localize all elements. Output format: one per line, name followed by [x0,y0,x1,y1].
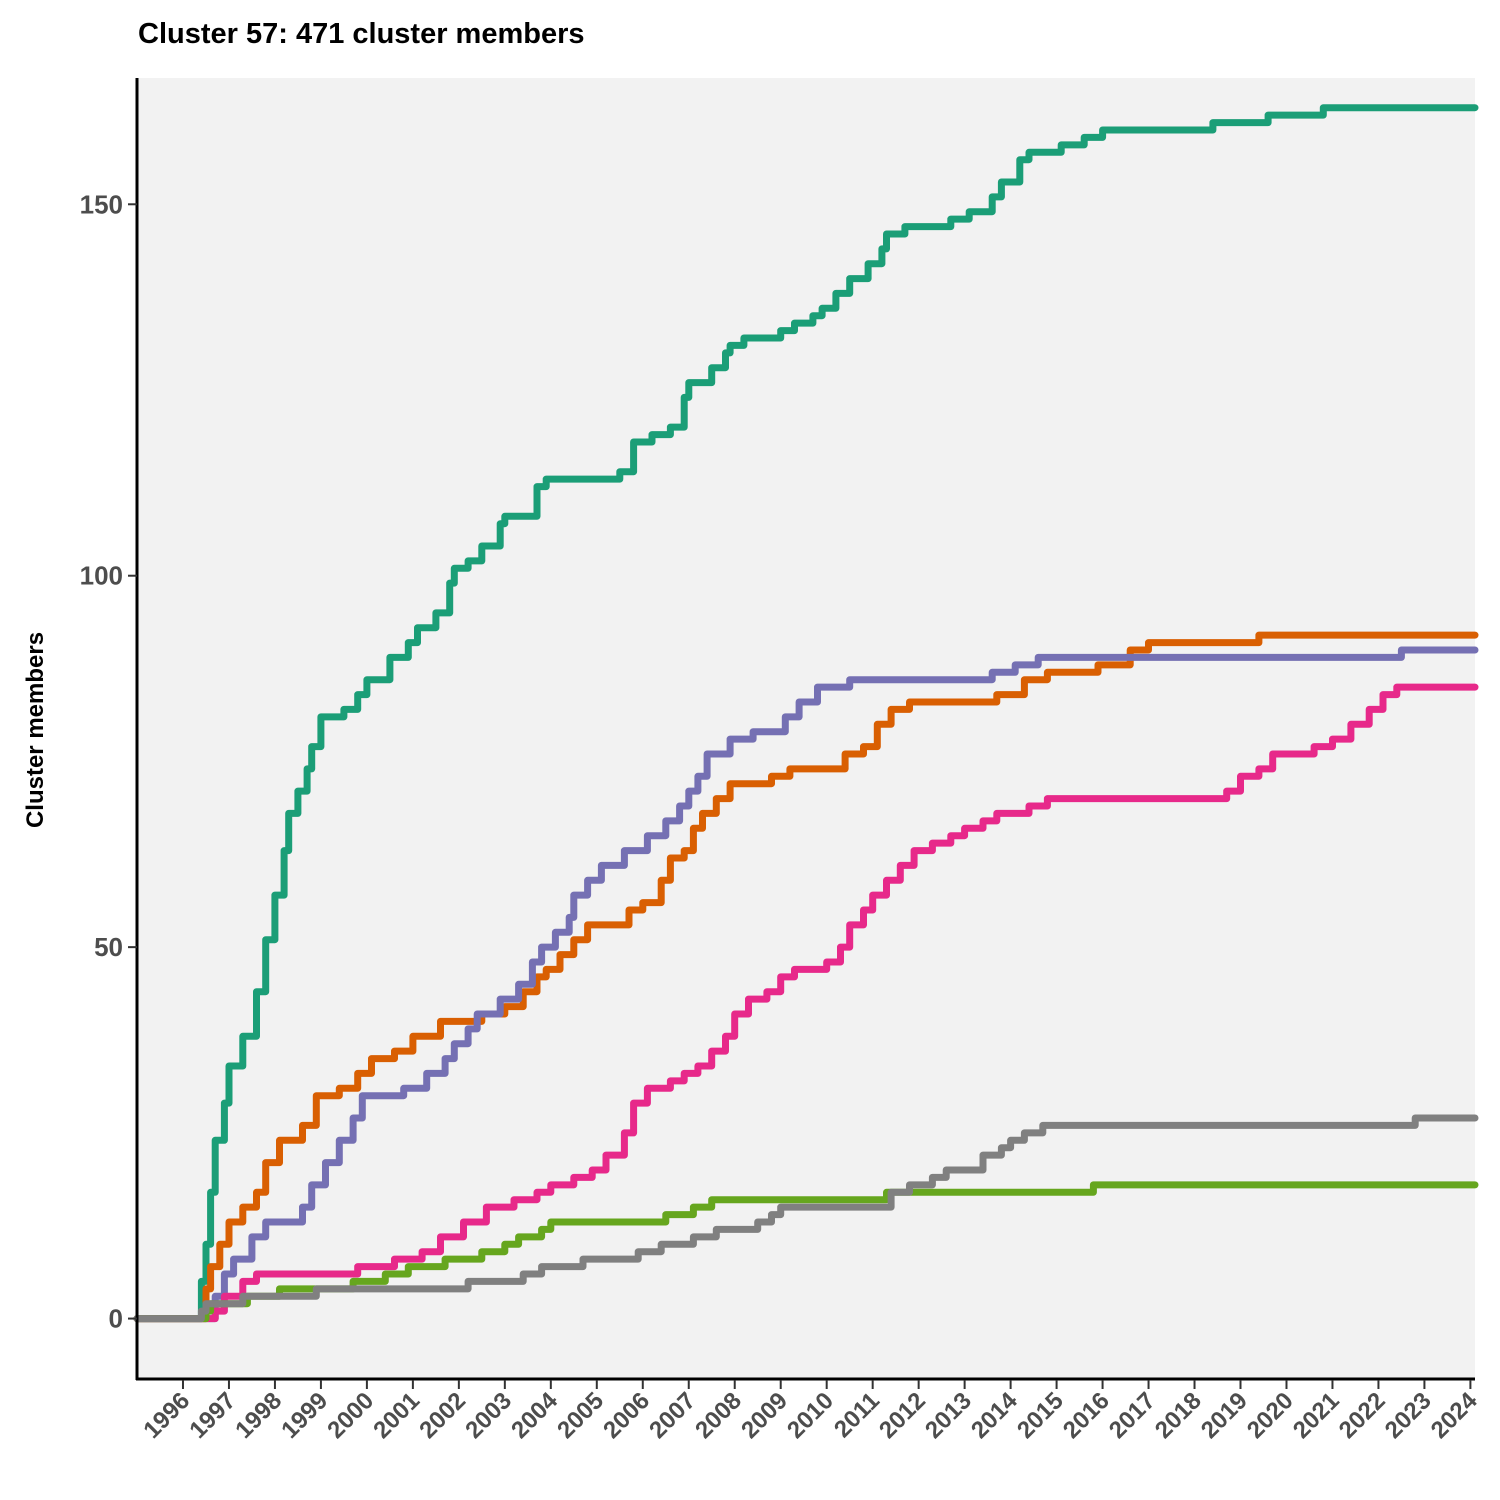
x-tick-label: 2017 [1104,1387,1161,1444]
chart-title: Cluster 57: 471 cluster members [138,18,585,50]
x-tick-label: 2023 [1380,1387,1437,1444]
x-tick-label: 2002 [414,1387,471,1444]
x-tick-label: 2018 [1150,1387,1207,1444]
x-ticks: 1996199719981999200020012002200320042005… [138,1380,1483,1444]
x-tick-label: 2016 [1058,1387,1115,1444]
x-tick-label: 2019 [1196,1387,1253,1444]
series-line-4 [133,683,1479,1323]
x-tick-label: 1998 [230,1387,287,1444]
x-tick-label: 2020 [1242,1387,1299,1444]
series-line-2 [133,631,1479,1323]
x-tick-label: 2004 [506,1387,563,1444]
x-tick-label: 1997 [184,1387,241,1444]
plot-background [137,78,1475,1378]
y-ticks: 0 50 100 150 [80,189,137,1334]
series-line-6 [133,1114,1479,1323]
y-tick-label: 150 [80,189,123,219]
y-tick-label: 100 [80,561,123,591]
x-tick-label: 2006 [598,1387,655,1444]
x-tick-label: 2010 [782,1387,839,1444]
series-line-3 [133,646,1479,1323]
x-tick-label: 2015 [1012,1387,1069,1444]
x-tick-label: 2003 [460,1387,517,1444]
x-tick-label: 2000 [322,1387,379,1444]
x-tick-label: 1999 [276,1387,333,1444]
x-tick-label: 1996 [138,1387,195,1444]
x-tick-label: 2021 [1288,1387,1345,1444]
x-tick-label: 2024 [1426,1387,1483,1444]
y-tick-label: 50 [94,932,123,962]
x-tick-label: 2013 [920,1387,977,1444]
x-tick-label: 2011 [829,1387,885,1443]
series-line-1 [133,104,1479,1323]
x-tick-label: 2009 [736,1387,793,1444]
x-tick-label: 2001 [368,1387,425,1444]
series-layer [133,104,1479,1323]
x-tick-label: 2007 [644,1387,701,1444]
x-tick-label: 2008 [690,1387,747,1444]
x-tick-label: 2012 [874,1387,931,1444]
x-tick-label: 2005 [552,1387,609,1444]
y-tick-label: 0 [109,1304,123,1334]
x-tick-label: 2022 [1334,1387,1391,1444]
x-tick-label: 2014 [966,1387,1023,1444]
